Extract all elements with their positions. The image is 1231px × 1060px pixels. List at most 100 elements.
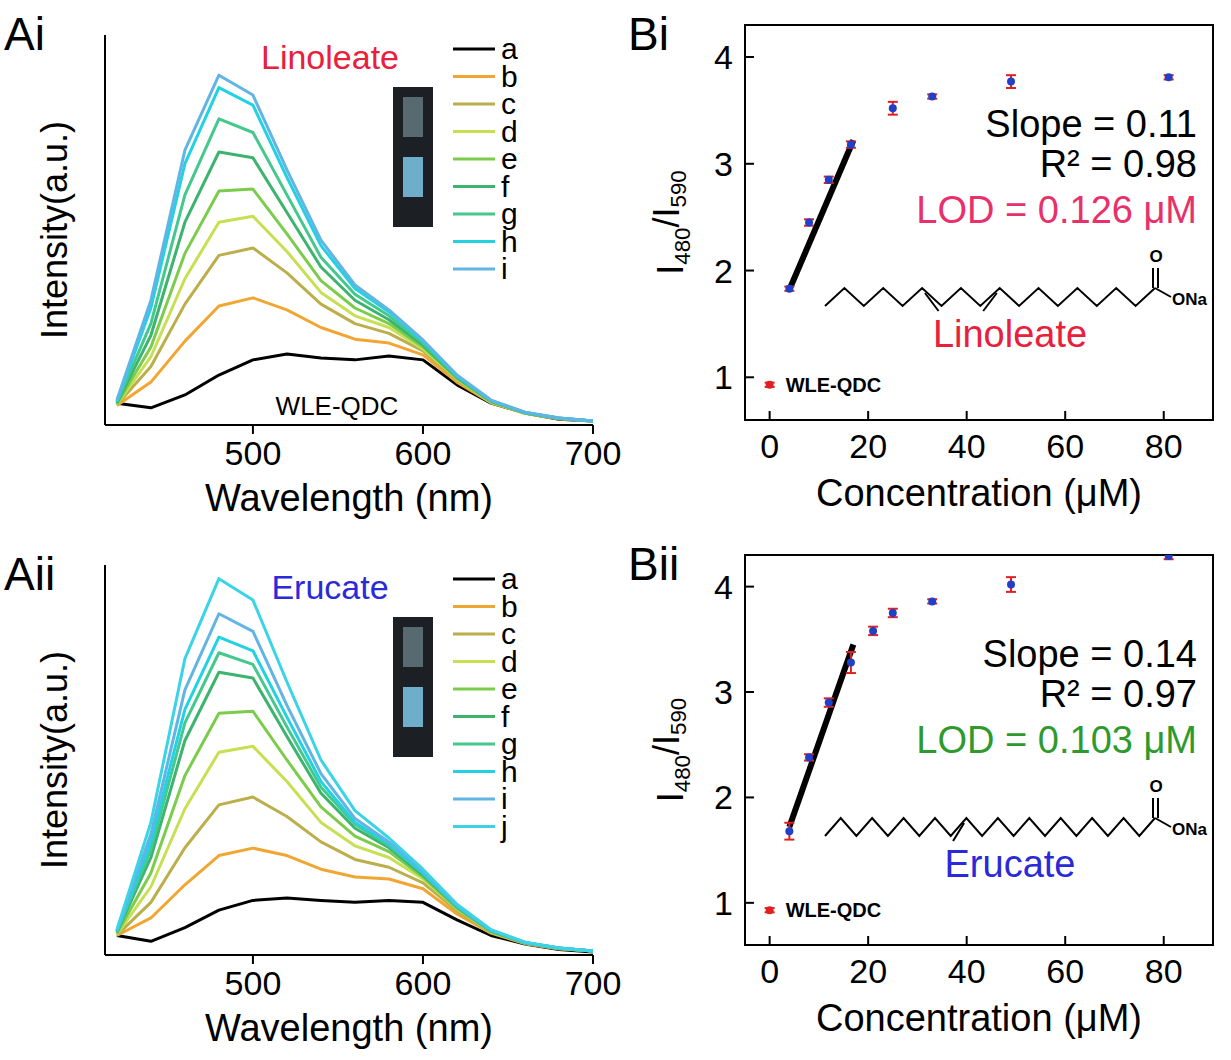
data-point	[869, 627, 877, 635]
x-axis-title: Wavelength (nm)	[205, 1007, 493, 1049]
error-bar	[804, 754, 814, 760]
y-tick	[745, 902, 754, 904]
legend-swatch	[453, 743, 495, 746]
error-bar	[804, 219, 814, 225]
x-tick	[1163, 411, 1165, 420]
x-axis-line	[105, 954, 593, 956]
legend-swatch	[453, 715, 495, 718]
y-axis-title: Intensity(a.u.)	[34, 121, 75, 339]
x-tick-label: 600	[395, 964, 452, 1002]
y-tick-label: 3	[714, 145, 733, 183]
legend-swatch	[453, 798, 495, 801]
y-tick	[745, 163, 754, 165]
error-bar	[888, 609, 898, 617]
y-tick	[745, 586, 754, 588]
legend-swatch	[453, 578, 495, 581]
legend-swatch	[453, 633, 495, 636]
carboxyl-bond	[1155, 818, 1171, 827]
panel-letter: Bii	[628, 538, 679, 590]
legend-label: j	[500, 810, 508, 843]
legend-swatch	[453, 660, 495, 663]
x-tick-label: 700	[565, 964, 622, 1002]
y-tick	[745, 691, 754, 693]
inset-photo	[393, 617, 433, 757]
marks	[765, 73, 1174, 388]
y-tick-label: 3	[714, 673, 733, 711]
panel-aii: 500600700Wavelength (nm)Intensity(a.u.)a…	[4, 548, 621, 1049]
data-point	[785, 827, 793, 835]
panel-letter: Aii	[4, 548, 55, 600]
error-bar-cap	[888, 101, 898, 103]
x-tick-label: 700	[565, 434, 622, 472]
x-tick-label: 60	[1046, 427, 1084, 465]
error-bar-cap	[888, 114, 898, 116]
x-tick	[867, 936, 869, 945]
legend-swatch	[453, 605, 495, 608]
error-bar-cap	[1006, 74, 1016, 76]
point-label: WLE-QDC	[786, 899, 882, 921]
error-bar	[784, 823, 794, 840]
annotation: WLE-QDC	[276, 391, 399, 421]
panel-letter: Ai	[4, 8, 45, 60]
inset-glow	[403, 157, 423, 197]
data-point	[825, 176, 833, 184]
fit-line	[789, 645, 853, 827]
legend-swatch	[453, 825, 495, 828]
error-bar	[868, 627, 878, 635]
error-bar-cap	[1006, 591, 1016, 593]
curves	[117, 579, 593, 952]
y-tick-label: 4	[714, 568, 733, 606]
y-tick	[745, 796, 754, 798]
x-tick-label: 80	[1145, 427, 1183, 465]
x-tick-label: 0	[760, 427, 779, 465]
spectrum-line	[117, 653, 593, 951]
x-axis-title: Wavelength (nm)	[205, 477, 493, 519]
x-axis-title: Concentration (μM)	[816, 997, 1142, 1039]
spectrum-line	[117, 579, 593, 951]
x-tick-label: 40	[948, 427, 986, 465]
spectrum-line	[117, 119, 593, 421]
x-axis-line	[105, 424, 593, 426]
x-tick	[592, 955, 594, 964]
x-tick-label: 80	[1145, 952, 1183, 990]
y-axis-line	[104, 565, 106, 955]
error-bar-cap	[846, 651, 856, 653]
panel-title: Erucate	[271, 568, 388, 606]
data-point	[847, 659, 855, 667]
double-bond	[983, 293, 997, 311]
panel-bii: 0204060801234Concentration (μM)I480/I590…	[628, 538, 1213, 1039]
y-tick	[745, 270, 754, 272]
data-point	[785, 285, 793, 293]
legend-swatch	[453, 213, 495, 216]
data-point	[825, 699, 833, 707]
carbonyl	[1157, 798, 1159, 818]
error-bar	[1006, 75, 1016, 88]
x-tick-label: 600	[395, 434, 452, 472]
spectrum-line	[117, 189, 593, 421]
error-bar-cap	[1006, 576, 1016, 578]
fit-annotation: LOD = 0.103 μM	[916, 719, 1197, 761]
analyte-label: Erucate	[945, 843, 1076, 885]
data-point	[805, 219, 813, 227]
inset-glow	[403, 97, 423, 137]
data-point	[1007, 78, 1015, 86]
error-bar	[824, 698, 834, 706]
error-bar-cap	[784, 822, 794, 824]
fit-annotation: Slope = 0.14	[983, 633, 1197, 675]
fit-annotation: Slope = 0.11	[985, 103, 1197, 145]
x-tick-label: 500	[225, 434, 282, 472]
spectrum-line	[117, 75, 593, 421]
data-point	[928, 597, 936, 605]
plot-frame	[745, 555, 1213, 945]
y-tick	[745, 376, 754, 378]
data-point	[1165, 73, 1173, 81]
carbonyl	[1152, 798, 1154, 818]
double-bond	[925, 293, 939, 311]
data-point	[766, 906, 774, 914]
error-bar	[846, 652, 856, 673]
x-tick	[867, 411, 869, 420]
x-tick-label: 60	[1046, 952, 1084, 990]
legend-swatch	[453, 158, 495, 161]
legend-swatch	[453, 770, 495, 773]
inset-glow	[403, 627, 423, 667]
